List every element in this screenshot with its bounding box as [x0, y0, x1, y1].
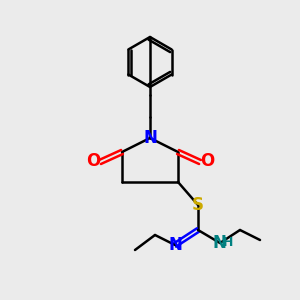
Text: N: N	[168, 236, 182, 254]
Text: N: N	[143, 129, 157, 147]
Text: N: N	[212, 234, 226, 252]
Text: H: H	[223, 236, 233, 248]
Text: O: O	[200, 152, 214, 170]
Text: O: O	[86, 152, 100, 170]
Text: S: S	[192, 196, 204, 214]
